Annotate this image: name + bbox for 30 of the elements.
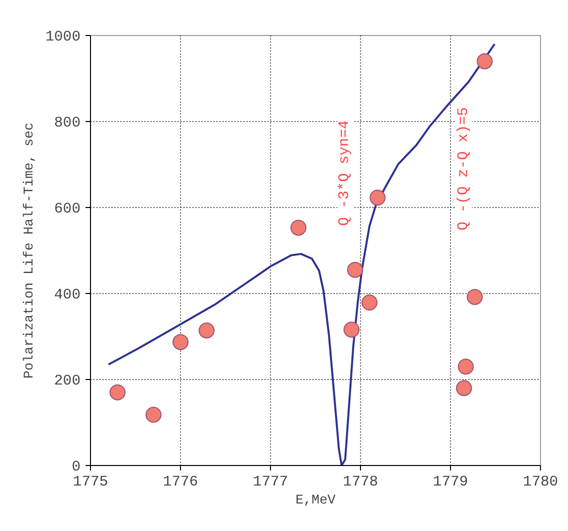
y-tick-label: 200 [54, 374, 81, 390]
point [290, 220, 306, 236]
point [466, 288, 483, 305]
point [456, 380, 472, 396]
x-tick-label: 1779 [432, 474, 468, 490]
point [110, 384, 126, 400]
x-tick-label: 1776 [162, 474, 198, 490]
y-axis-title: Polarization Life Half-Time, sec [22, 122, 38, 378]
x-tick-label: 1775 [72, 474, 108, 490]
point [172, 334, 188, 350]
y-tick-label: 0 [72, 460, 80, 476]
y-tick-label: 600 [54, 202, 81, 218]
point [476, 53, 493, 70]
y-tick-label: 1000 [45, 30, 81, 46]
point [198, 322, 215, 338]
point [370, 190, 386, 206]
x-tick-label: 1778 [342, 474, 378, 490]
y-tick-label: 800 [54, 116, 81, 132]
line-series [108, 43, 496, 466]
annotation: Q -3*Q syn=4 [337, 120, 354, 226]
x-tick-label: 1780 [522, 474, 558, 490]
y-tick-label: 400 [54, 288, 81, 304]
point [344, 322, 360, 338]
point [458, 358, 474, 375]
point [146, 406, 162, 423]
point [347, 262, 364, 278]
annotation: Q -(Q z-Q x)=5 [456, 107, 472, 230]
x-axis-title: E,MeV [296, 494, 336, 508]
point [362, 294, 378, 311]
x-tick-label: 1777 [252, 474, 288, 490]
